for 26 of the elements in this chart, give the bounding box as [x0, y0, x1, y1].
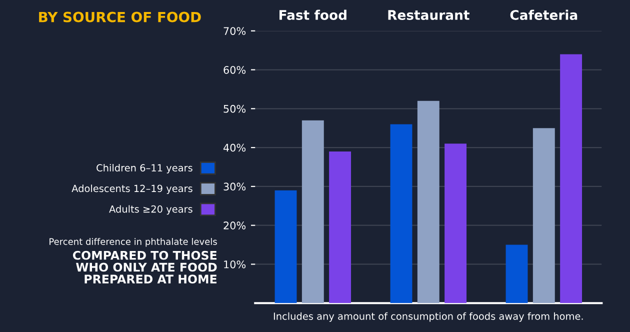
y-tick-label: 20% [224, 222, 246, 230]
legend-label: Adolescents 12–19 years [72, 184, 192, 194]
legend-label: Adults ≥20 years [109, 205, 192, 215]
y-tick-label: 60% [224, 66, 246, 74]
bar [417, 100, 440, 304]
text: Includes any amount of consumption of foods away from home. [274, 312, 583, 322]
x-tick-label: Restaurant [388, 10, 470, 20]
y-tick-label: 50% [224, 104, 246, 113]
bar [390, 124, 412, 304]
legend-label: Children 6–11 years [96, 164, 192, 174]
y-tick-label: 30% [224, 182, 246, 191]
y-tick-label: 10% [224, 260, 246, 268]
bar [444, 144, 467, 304]
bar [560, 54, 582, 304]
bar [532, 128, 555, 304]
y-tick-label: 70% [224, 27, 246, 35]
text: COMPARED TO THOSE WHO ONLY ATE FOOD PREPARED AT HOME [72, 250, 217, 284]
y-axis-title: Percent difference in phthalate levels [50, 238, 217, 247]
bar [274, 190, 297, 304]
bar [329, 151, 352, 304]
x-tick-label: Fast food [280, 10, 346, 20]
bar [506, 244, 528, 304]
bar [302, 120, 324, 304]
text: BY SOURCE OF FOOD [39, 12, 201, 22]
x-tick-label: Cafeteria [510, 10, 578, 20]
y-tick-label: 40% [223, 144, 246, 152]
